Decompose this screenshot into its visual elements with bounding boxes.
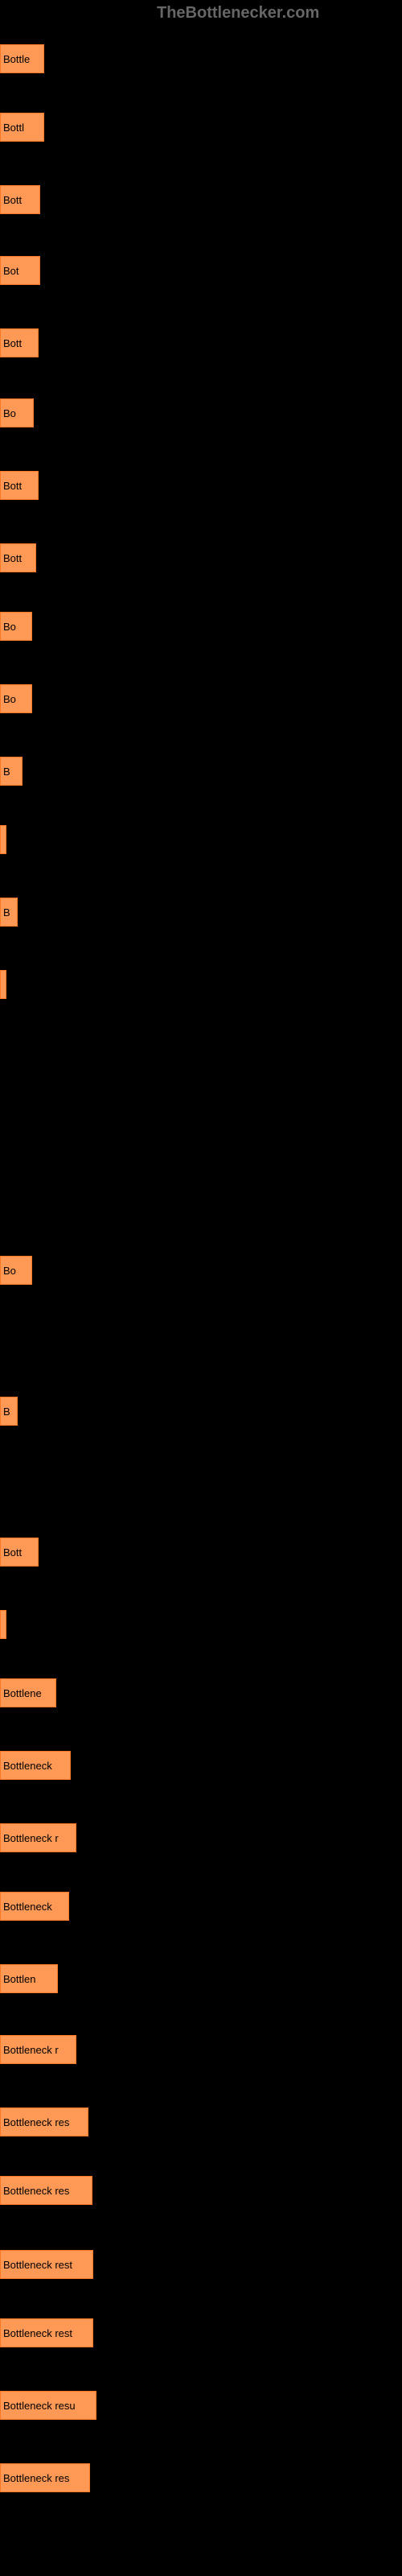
bar-label: Bottleneck res bbox=[3, 2116, 69, 2128]
bar bbox=[0, 825, 6, 854]
bar-item: Bottleneck rest bbox=[0, 2250, 93, 2279]
bar-item: Bottleneck res bbox=[0, 2107, 88, 2136]
bar bbox=[0, 1610, 6, 1639]
bar-label: Bottlen bbox=[3, 1973, 35, 1985]
bar-item: Bo bbox=[0, 684, 32, 713]
bar-label: Bottlene bbox=[3, 1687, 42, 1699]
bar: Bo bbox=[0, 398, 34, 427]
bar-item: Bottle bbox=[0, 44, 44, 73]
bar: Bottleneck bbox=[0, 1751, 71, 1780]
bar: Bot bbox=[0, 256, 40, 285]
bar-item: Bo bbox=[0, 398, 34, 427]
bar-label: B bbox=[3, 1406, 10, 1418]
bar: Bottleneck rest bbox=[0, 2250, 93, 2279]
bar: Bo bbox=[0, 684, 32, 713]
bar-item: B bbox=[0, 757, 23, 786]
bar-label: Bottleneck res bbox=[3, 2472, 69, 2484]
bar: B bbox=[0, 1397, 18, 1426]
bar-item: B bbox=[0, 898, 18, 927]
bar-item bbox=[0, 825, 6, 854]
bar: B bbox=[0, 757, 23, 786]
bar: Bottl bbox=[0, 113, 44, 142]
bar-label: Bottleneck rest bbox=[3, 2259, 72, 2271]
bar-label: Bottleneck res bbox=[3, 2185, 69, 2197]
bar-label: B bbox=[3, 906, 10, 919]
bar: Bottleneck res bbox=[0, 2176, 92, 2205]
bar: Bo bbox=[0, 612, 32, 641]
bar-item: Bottlene bbox=[0, 1678, 56, 1707]
bar-label: Bottle bbox=[3, 53, 30, 65]
bar-item: Bo bbox=[0, 1256, 32, 1285]
bar-item: Bottleneck res bbox=[0, 2463, 90, 2492]
bar-item: Bott bbox=[0, 1538, 39, 1567]
bar-label: Bottleneck resu bbox=[3, 2400, 76, 2412]
bar-item: Bot bbox=[0, 256, 40, 285]
bar-label: Bott bbox=[3, 552, 22, 564]
bar-item: Bottl bbox=[0, 113, 44, 142]
bar-item: Bottleneck r bbox=[0, 1823, 76, 1852]
bar-label: Bo bbox=[3, 407, 16, 419]
bar: Bottleneck r bbox=[0, 1823, 76, 1852]
bar: Bottlen bbox=[0, 1964, 58, 1993]
bar: Bo bbox=[0, 1256, 32, 1285]
bar: Bottle bbox=[0, 44, 44, 73]
bar: Bottlene bbox=[0, 1678, 56, 1707]
chart-container: TheBottlenecker.com Bottle Bottl Bott Bot Bo… bbox=[0, 0, 402, 2576]
bar-item: Bottlen bbox=[0, 1964, 58, 1993]
bar: Bottleneck r bbox=[0, 2035, 76, 2064]
bar-item: Bott bbox=[0, 328, 39, 357]
bar: Bottleneck res bbox=[0, 2463, 90, 2492]
bar-label: Bottleneck bbox=[3, 1901, 52, 1913]
bar-label: Bottleneck r bbox=[3, 2044, 59, 2056]
bar-item: Bottleneck resu bbox=[0, 2391, 96, 2420]
bar-item bbox=[0, 970, 6, 999]
bar-label: Bottleneck rest bbox=[3, 2327, 72, 2339]
bar: Bott bbox=[0, 1538, 39, 1567]
bar-item: Bottleneck rest bbox=[0, 2318, 93, 2347]
bar-label: Bottl bbox=[3, 122, 24, 134]
bar-item: Bottleneck bbox=[0, 1751, 71, 1780]
bar-label: Bo bbox=[3, 693, 16, 705]
bar-label: Bottleneck r bbox=[3, 1832, 59, 1844]
bar bbox=[0, 970, 6, 999]
bar-label: Bo bbox=[3, 1265, 16, 1277]
bar: Bottleneck bbox=[0, 1892, 69, 1921]
bar-label: Bo bbox=[3, 621, 16, 633]
bar-label: Bott bbox=[3, 480, 22, 492]
bar: Bottleneck resu bbox=[0, 2391, 96, 2420]
bar-item: Bott bbox=[0, 185, 40, 214]
bar: B bbox=[0, 898, 18, 927]
bar: Bott bbox=[0, 185, 40, 214]
bar: Bott bbox=[0, 471, 39, 500]
bar: Bott bbox=[0, 543, 36, 572]
bar: Bott bbox=[0, 328, 39, 357]
bar-item bbox=[0, 1610, 6, 1639]
bar: Bottleneck res bbox=[0, 2107, 88, 2136]
bar-item: Bottleneck r bbox=[0, 2035, 76, 2064]
bar-item: Bo bbox=[0, 612, 32, 641]
bar-item: B bbox=[0, 1397, 18, 1426]
bar-item: Bott bbox=[0, 471, 39, 500]
bar: Bottleneck rest bbox=[0, 2318, 93, 2347]
bar-item: Bott bbox=[0, 543, 36, 572]
bar-item: Bottleneck bbox=[0, 1892, 69, 1921]
bar-label: B bbox=[3, 766, 10, 778]
bar-item: Bottleneck res bbox=[0, 2176, 92, 2205]
bar-label: Bottleneck bbox=[3, 1760, 52, 1772]
bar-label: Bot bbox=[3, 265, 19, 277]
bar-label: Bott bbox=[3, 194, 22, 206]
site-header: TheBottlenecker.com bbox=[157, 4, 319, 23]
bar-label: Bott bbox=[3, 1546, 22, 1558]
bar-label: Bott bbox=[3, 337, 22, 349]
